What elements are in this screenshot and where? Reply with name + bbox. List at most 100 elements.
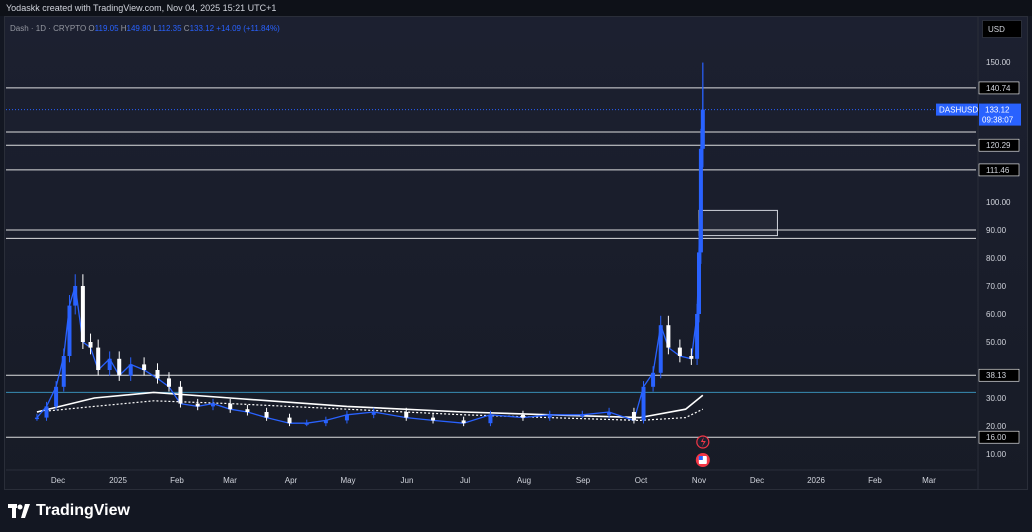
symbol-legend: Dash · 1D · CRYPTO O119.05 H149.80 L112.… xyxy=(10,24,280,33)
symbol-name: Dash · 1D · CRYPTO xyxy=(10,24,87,33)
candle-body xyxy=(323,420,328,424)
x-tick-label: Dec xyxy=(750,476,764,485)
candle-body xyxy=(67,305,72,356)
x-tick-label: Mar xyxy=(223,476,237,485)
y-tick-label: 120.29 xyxy=(986,141,1011,150)
x-tick-label: Oct xyxy=(635,476,648,485)
change-value: +14.09 (+11.84%) xyxy=(216,24,280,33)
candle-body xyxy=(641,386,646,421)
candle-body xyxy=(264,412,269,418)
lightning-icon xyxy=(700,437,706,447)
x-tick-label: Feb xyxy=(868,476,882,485)
candle-body xyxy=(73,286,78,306)
y-tick-label: 38.13 xyxy=(986,371,1007,380)
x-tick-label: Feb xyxy=(170,476,184,485)
currency-selector[interactable]: USD xyxy=(982,20,1022,38)
candle-body xyxy=(166,378,171,387)
y-tick-label: 150.00 xyxy=(986,58,1011,67)
countdown-label: 09:38:07 xyxy=(982,116,1014,125)
candle-body xyxy=(698,148,703,253)
candle-body xyxy=(287,417,292,424)
price-level-badge xyxy=(978,163,1020,177)
candle-body xyxy=(631,412,636,421)
y-tick-label: 60.00 xyxy=(986,310,1007,319)
tradingview-logo-text: TradingView xyxy=(36,502,130,519)
price-line xyxy=(36,109,704,424)
low-label: L xyxy=(153,24,158,33)
x-tick-label: 2026 xyxy=(807,476,825,485)
candle-body xyxy=(689,356,694,359)
candle-body xyxy=(44,406,49,418)
candle-body xyxy=(607,412,612,415)
candle-body xyxy=(658,325,663,373)
y-tick-label: 90.00 xyxy=(986,226,1007,235)
close-value: 133.12 xyxy=(189,24,215,33)
y-tick-label: 50.00 xyxy=(986,338,1007,347)
candle-body xyxy=(228,403,233,410)
ticker-tag xyxy=(936,103,978,116)
price-level-badge xyxy=(978,138,1020,152)
candle-body xyxy=(107,358,112,370)
candle-body xyxy=(651,372,656,387)
y-tick-label: 20.00 xyxy=(986,422,1007,431)
x-tick-label: Aug xyxy=(517,476,531,485)
x-tick-label: 2025 xyxy=(109,476,127,485)
candle-body xyxy=(128,364,133,376)
candle-body xyxy=(34,417,39,420)
y-tick-label: 10.00 xyxy=(986,450,1007,459)
author-header: Yodaskk created with TradingView.com, No… xyxy=(0,0,1032,16)
candle-body xyxy=(547,414,552,418)
current-price-badge xyxy=(979,103,1021,126)
y-tick-label: 111.46 xyxy=(986,166,1010,175)
candle-body xyxy=(96,347,101,370)
candle-body xyxy=(245,409,250,412)
candle-body xyxy=(210,403,215,407)
x-tick-label: Apr xyxy=(285,476,298,485)
candle-body xyxy=(520,414,525,418)
y-tick-label: 100.00 xyxy=(986,198,1011,207)
candle-body xyxy=(695,314,700,359)
candle-body xyxy=(304,423,309,425)
y-tick-label: 70.00 xyxy=(986,282,1007,291)
open-value: 119.05 xyxy=(94,24,119,33)
candle-body xyxy=(344,414,349,421)
x-tick-label: Sep xyxy=(576,476,591,485)
candle-body xyxy=(155,370,160,379)
candle-body xyxy=(488,414,493,424)
close-label: C xyxy=(183,24,190,33)
candle-body xyxy=(677,347,682,356)
x-tick-label: Nov xyxy=(692,476,706,485)
candle-body xyxy=(404,412,409,418)
price-level-badge xyxy=(978,81,1020,95)
price-level-badge xyxy=(978,368,1020,382)
y-tick-label: 16.00 xyxy=(986,433,1007,442)
y-tick-label: 80.00 xyxy=(986,254,1007,263)
candle-body xyxy=(666,325,671,348)
y-tick-label: 140.74 xyxy=(986,84,1011,93)
candle-body xyxy=(61,356,66,387)
x-tick-label: Dec xyxy=(51,476,65,485)
candle-body xyxy=(195,403,200,407)
candle-body xyxy=(461,420,466,424)
x-tick-label: Jun xyxy=(401,476,414,485)
us-flag-icon xyxy=(698,456,703,460)
open-label: O xyxy=(88,24,95,33)
x-tick-label: May xyxy=(340,476,355,485)
candle-body xyxy=(431,417,436,421)
low-value: 112.35 xyxy=(157,24,182,33)
candle-body xyxy=(371,412,376,415)
current-price-label: 133.12 xyxy=(985,106,1010,115)
highlight-rectangle xyxy=(698,209,778,237)
y-tick-label: 30.00 xyxy=(986,394,1007,403)
candle-body xyxy=(142,364,147,370)
tradingview-logo[interactable]: TradingView xyxy=(8,502,130,520)
moving-average-line xyxy=(36,391,704,419)
candle-body xyxy=(88,342,93,348)
x-tick-label: Jul xyxy=(460,476,470,485)
chart-panel[interactable] xyxy=(4,16,1028,490)
footer xyxy=(0,490,1032,532)
candle-body xyxy=(178,386,183,404)
candle-body xyxy=(580,414,585,417)
ticker-label: DASHUSD xyxy=(939,106,978,115)
